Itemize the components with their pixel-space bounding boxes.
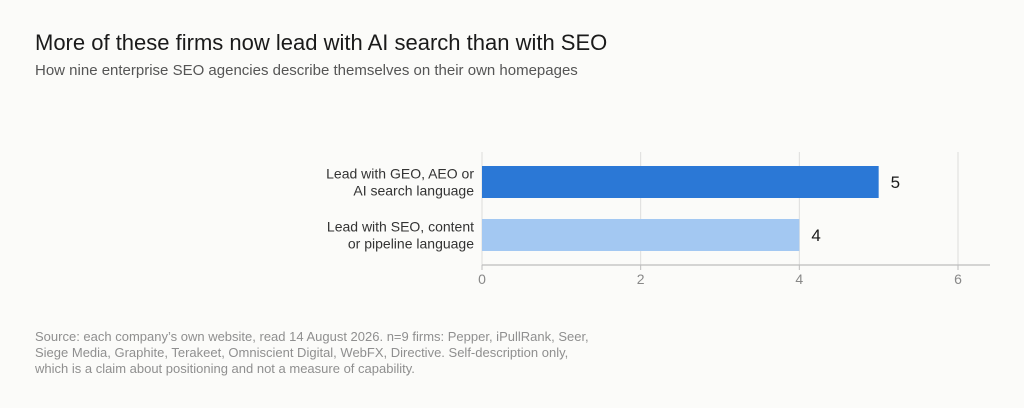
x-tick-label: 2 — [637, 271, 645, 287]
category-label: Lead with GEO, AEO or — [326, 166, 474, 182]
x-tick-label: 0 — [478, 271, 486, 287]
category-label: AI search language — [353, 183, 474, 199]
bar-value-label: 4 — [811, 226, 820, 245]
bar — [482, 166, 879, 198]
x-tick-label: 4 — [795, 271, 803, 287]
source-note: Source: each company’s own website, read… — [35, 329, 589, 376]
category-label: or pipeline language — [348, 236, 474, 252]
category-label: Lead with SEO, content — [327, 219, 474, 235]
chart-subtitle: How nine enterprise SEO agencies describ… — [35, 62, 578, 79]
bar-value-label: 5 — [891, 173, 900, 192]
x-tick-label: 6 — [954, 271, 962, 287]
chart-title: More of these firms now lead with AI sea… — [35, 30, 608, 55]
bar — [482, 219, 800, 251]
